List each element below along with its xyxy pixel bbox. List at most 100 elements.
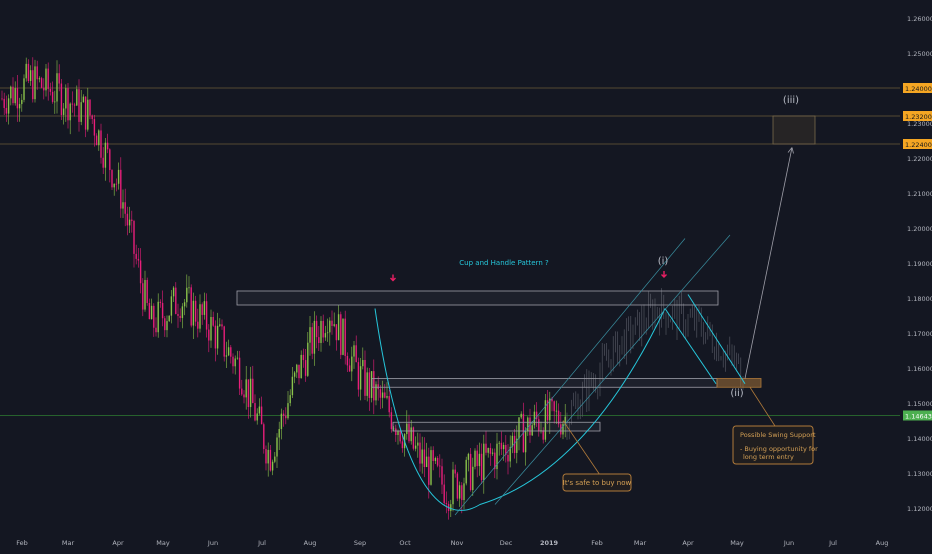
candle [342,318,344,356]
candle [133,219,135,268]
price-tags: 1.24000 1.23200 1.22400 1.14643 [903,83,932,421]
candle [274,451,276,464]
candle [69,102,71,135]
svg-text:1.23200: 1.23200 [905,113,932,121]
candle [469,448,472,492]
candle [87,87,89,132]
candle [362,347,364,370]
time-tick-label: Jul [828,539,837,547]
candle [366,367,368,402]
candle [538,415,540,437]
candle [126,206,129,236]
candle [32,57,34,103]
time-tick-label: Apr [112,539,124,547]
time-tick-label: May [156,539,170,547]
candle [549,391,551,435]
candle [252,365,254,404]
candle [399,430,401,444]
time-tick-label: Feb [591,539,603,547]
price-tick-label: 1.16000 [907,365,932,373]
projection-series [566,288,744,440]
candle [98,129,100,151]
candle [208,324,210,353]
candle [524,427,527,466]
candle [12,77,14,106]
candle [153,303,155,337]
candle [5,95,8,122]
swing-support-line2: long term entry [743,453,794,461]
candle [390,407,393,433]
price-axis[interactable]: 1.26000 1.25000 1.24000 1.23000 1.22000 1.210… [907,15,932,513]
candle [520,411,522,420]
candle [201,302,203,325]
candle [186,274,188,308]
candle [102,147,104,175]
candle [291,367,294,398]
candle [445,491,448,514]
candle [318,325,320,351]
candle [311,322,313,360]
candle [60,79,63,120]
candle [353,341,355,369]
candle [139,248,142,294]
candle [269,444,272,472]
time-tick-label: May [730,539,744,547]
candle [25,57,27,82]
time-tick-label: 2019 [540,539,559,547]
price-tick-label: 1.13000 [907,470,932,478]
candle [553,400,555,424]
candle [346,352,349,373]
candle [368,368,371,411]
candle [491,448,494,456]
candle [397,429,399,445]
time-tick-label: Oct [399,539,411,547]
candle [285,407,287,425]
wave-iii-label: (iii) [783,95,799,106]
price-tick-label: 1.20000 [907,225,932,233]
candle [230,345,232,364]
candle [304,349,307,382]
time-axis[interactable]: Feb Mar Apr May Jun Jul Aug Sep Oct Nov Dec 2019 Feb… [16,539,888,547]
price-tick-label: 1.23000 [907,120,932,128]
candle [454,464,456,478]
candle [529,408,531,443]
candle [76,85,78,106]
time-tick-label: Aug [304,539,317,547]
candle [439,454,441,478]
time-tick-label: Jun [207,539,218,547]
candle [36,60,38,90]
candle [245,365,247,410]
candle [51,81,54,104]
candle [467,452,470,472]
svg-text:1.24000: 1.24000 [905,85,932,93]
candle [3,92,5,116]
resistance-zone [236,290,719,306]
buy-now-callout-text: It's safe to buy now [563,479,632,487]
candle [38,76,41,83]
candle [544,394,547,443]
candle [465,456,467,486]
candle [406,410,408,440]
candle [557,403,560,428]
peak-arrow-marker [661,271,667,278]
candle [337,305,340,341]
candle [322,314,324,343]
time-tick-label: Aug [876,539,889,547]
candle [452,461,454,512]
candle [43,78,45,100]
svg-text:1.22400: 1.22400 [905,141,932,149]
candle [159,299,162,308]
candle [474,448,476,470]
candle [502,442,505,461]
candle [23,74,25,103]
candle [296,363,298,379]
candle [115,178,118,192]
candle [533,404,536,429]
candle [333,312,335,328]
candle [381,380,384,409]
price-tag: 1.24000 [903,83,932,93]
candle [487,447,489,458]
candle [324,325,327,341]
candle [425,442,428,468]
